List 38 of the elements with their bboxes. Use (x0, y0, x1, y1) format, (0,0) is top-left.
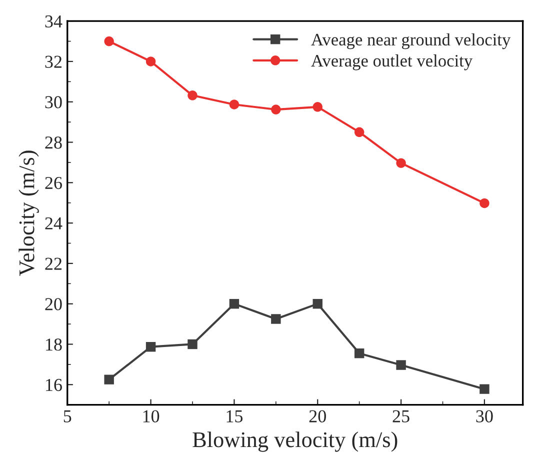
point (354, 348, 364, 358)
point (271, 314, 281, 324)
legend-label: Aveage near ground velocity (311, 33, 511, 50)
y-tick-label: 34 (45, 15, 62, 28)
legend-label: Average outlet velocity (311, 54, 473, 70)
y-tick-label: 22 (45, 258, 62, 270)
point (104, 374, 114, 384)
point (188, 90, 198, 100)
point (480, 384, 490, 394)
point (312, 298, 322, 309)
point (229, 298, 240, 309)
point (104, 36, 114, 46)
y-tick-label: 16 (46, 378, 62, 392)
x-tick-label: 15 (226, 410, 243, 422)
y-tick-label: 20 (45, 298, 62, 310)
point (146, 56, 156, 66)
point (271, 104, 281, 114)
y-tick-label: 24 (45, 217, 62, 230)
y-tick-label: 32 (45, 56, 62, 68)
x-tick-label: 20 (309, 410, 326, 422)
x-tick-label: 5 (64, 410, 72, 422)
y-tick-label: 28 (45, 136, 62, 149)
point (396, 360, 406, 370)
y-tick-label: 18 (46, 338, 62, 351)
x-tick-label: 10 (143, 410, 160, 422)
x-tick-label: 25 (392, 410, 410, 422)
point (480, 198, 490, 208)
point (188, 339, 198, 350)
y-tick-label: 26 (45, 176, 62, 190)
point (312, 102, 322, 112)
point (146, 342, 156, 352)
point (354, 127, 364, 138)
x-tick-label: 30 (476, 410, 493, 422)
y-tick-label: 30 (45, 96, 62, 108)
x-axis-title: Blowing velocity (m/s) (192, 432, 398, 452)
y-axis-title: Velocity (m/s) (18, 150, 39, 276)
point (229, 100, 240, 110)
point (396, 158, 406, 168)
